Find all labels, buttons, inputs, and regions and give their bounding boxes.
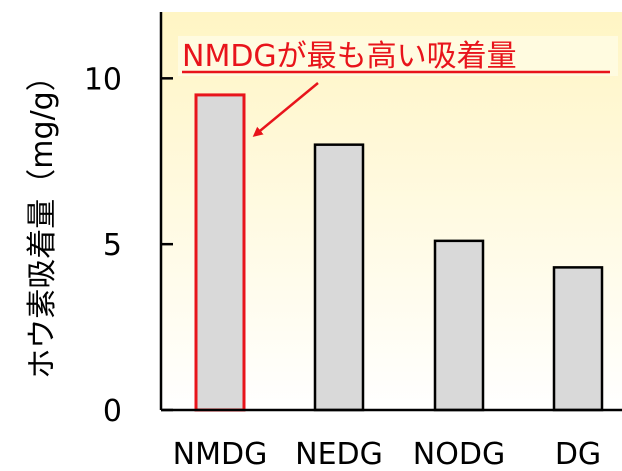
y-axis-label: ホウ素吸着量（mg/g） [25, 61, 60, 378]
annotation-arrow [252, 82, 319, 137]
x-tick-label-dg: DG [555, 437, 601, 471]
bar-nedg [313, 143, 365, 412]
x-tick-label-nodg: NODG [413, 437, 505, 471]
annotation-background [178, 36, 618, 76]
x-tick-label-nedg: NEDG [295, 437, 383, 471]
bar-nodg [433, 239, 485, 412]
bar-dg [552, 266, 604, 412]
y-tick-label-5: 5 [103, 228, 122, 263]
y-tick-label-10: 10 [84, 62, 122, 97]
annotation: NMDGが最も高い吸着量 [178, 36, 618, 137]
bar-nmdg [194, 93, 246, 412]
annotation-text: NMDGが最も高い吸着量 [182, 39, 517, 74]
axes-layer [159, 12, 622, 412]
x-tick-label-nmdg: NMDG [173, 437, 268, 471]
labels-layer: NMDG NEDG NODG DG 0 5 10 [84, 62, 601, 471]
y-tick-label-0: 0 [103, 394, 122, 429]
bars-layer [194, 93, 604, 412]
